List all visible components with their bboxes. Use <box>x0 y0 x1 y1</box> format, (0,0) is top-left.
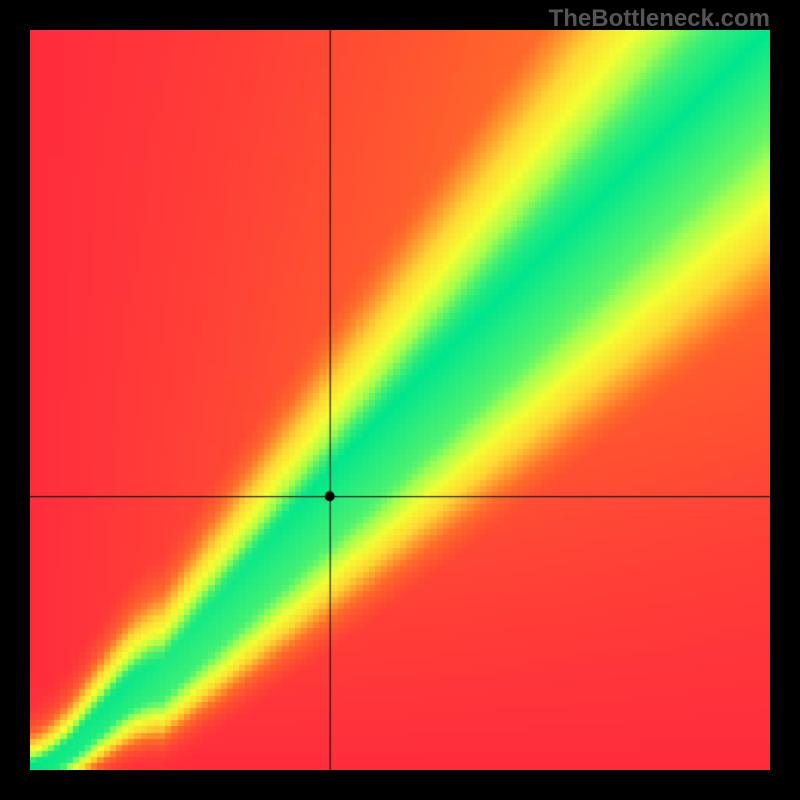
watermark-text: TheBottleneck.com <box>549 5 770 33</box>
heatmap-canvas <box>30 30 770 770</box>
chart-outer-frame: TheBottleneck.com <box>0 0 800 800</box>
heatmap-plot-area <box>30 30 770 770</box>
